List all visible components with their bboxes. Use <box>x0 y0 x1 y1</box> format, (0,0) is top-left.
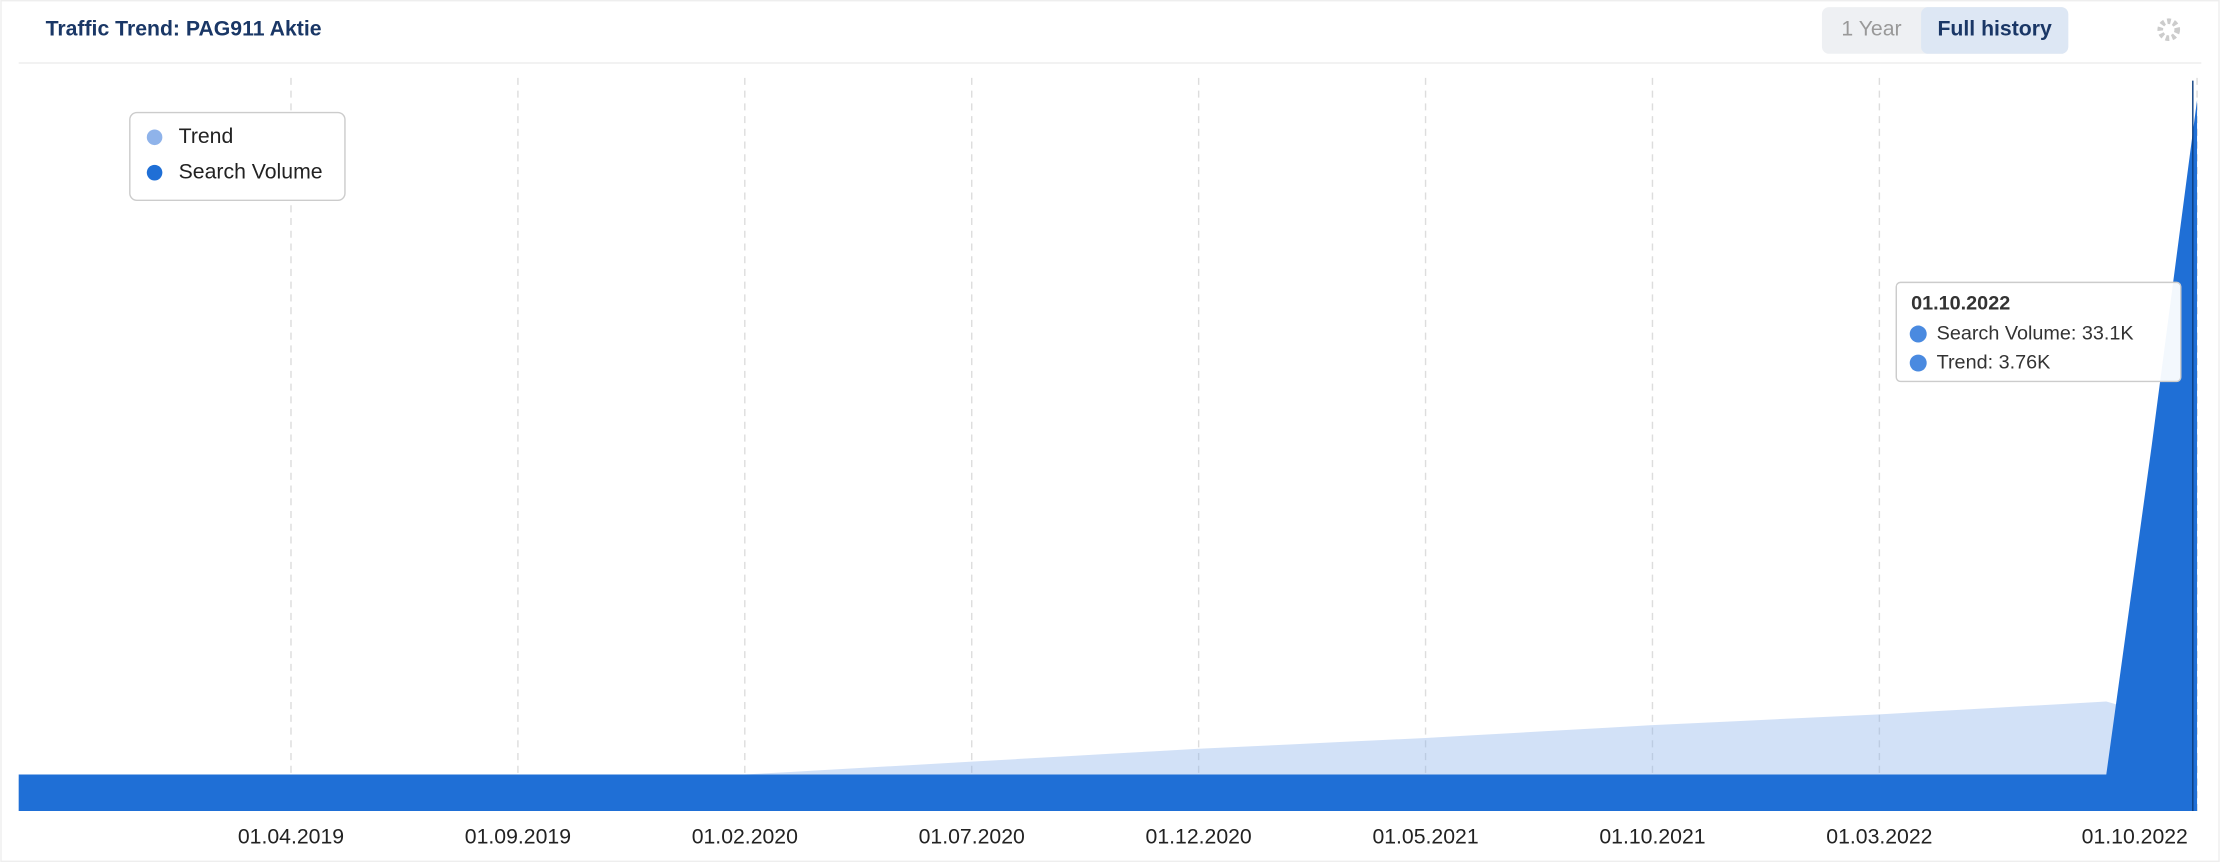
button[interactable]: Full history <box>1937 17 2052 40</box>
tooltip-marker <box>1909 354 1927 372</box>
x-tick-label: 01.09.2019 <box>465 826 571 849</box>
tooltip: 01.10.2022 Search Volume: 33.1K Trend: 3.7… <box>1895 281 2182 383</box>
x-tick-label: 01.07.2020 <box>919 826 1025 849</box>
legend-box <box>129 111 346 201</box>
x-tick-label: 01.05.2021 <box>1372 826 1478 849</box>
tooltip-line: Trend: 3.76K <box>1937 351 2051 373</box>
x-tick-label: 01.04.2019 <box>238 826 344 849</box>
x-tick-label: 01.10.2021 <box>1599 826 1705 849</box>
x-tick-label: 01.03.2022 <box>1826 826 1932 849</box>
x-tick-label: 01.12.2020 <box>1146 826 1252 849</box>
button[interactable]: 1 Year <box>1841 17 1901 40</box>
active-button <box>1921 7 2069 54</box>
tooltip-title: 01.10.2022 <box>1911 293 2010 315</box>
tooltip-box <box>1895 281 2182 383</box>
settings-icon[interactable] <box>2157 18 2181 42</box>
legend-label: Search Volume <box>179 160 323 183</box>
tooltip-line: Search Volume: 33.1K <box>1937 322 2134 344</box>
legend: Trend Search Volume <box>129 111 346 201</box>
chart-title: Traffic Trend: PAG911 Aktie <box>46 17 322 40</box>
tooltip-marker <box>1909 325 1927 343</box>
legend-label: Trend <box>179 125 234 148</box>
x-tick-label: 01.02.2020 <box>692 826 798 849</box>
x-tick-label: 01.10.2022 <box>2082 826 2188 849</box>
legend-marker <box>146 129 163 146</box>
legend-marker <box>146 164 163 181</box>
